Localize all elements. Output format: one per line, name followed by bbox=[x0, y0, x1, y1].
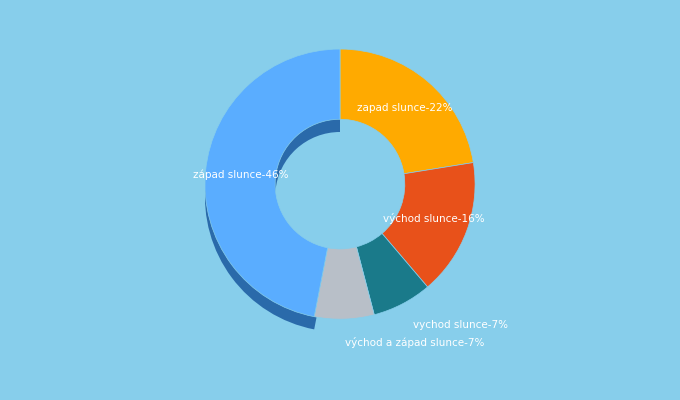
Wedge shape bbox=[382, 162, 475, 287]
Text: zapad slunce-22%: zapad slunce-22% bbox=[357, 103, 452, 113]
Wedge shape bbox=[205, 62, 340, 329]
Text: západ slunce-46%: západ slunce-46% bbox=[192, 169, 288, 180]
Wedge shape bbox=[356, 234, 428, 315]
Text: vychod slunce-7%: vychod slunce-7% bbox=[413, 320, 509, 330]
Wedge shape bbox=[205, 49, 340, 317]
Wedge shape bbox=[340, 49, 473, 174]
Text: východ a západ slunce-7%: východ a západ slunce-7% bbox=[345, 338, 484, 348]
Text: východ slunce-16%: východ slunce-16% bbox=[383, 213, 485, 224]
Wedge shape bbox=[314, 247, 374, 319]
